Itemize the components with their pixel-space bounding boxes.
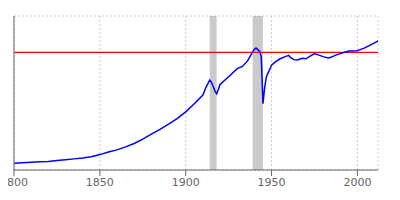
svg-text:1900: 1900 [172, 176, 200, 189]
svg-text:1800: 1800 [8, 176, 28, 189]
svg-text:1850: 1850 [86, 176, 114, 189]
svg-text:1950: 1950 [258, 176, 286, 189]
svg-text:2000: 2000 [343, 176, 371, 189]
